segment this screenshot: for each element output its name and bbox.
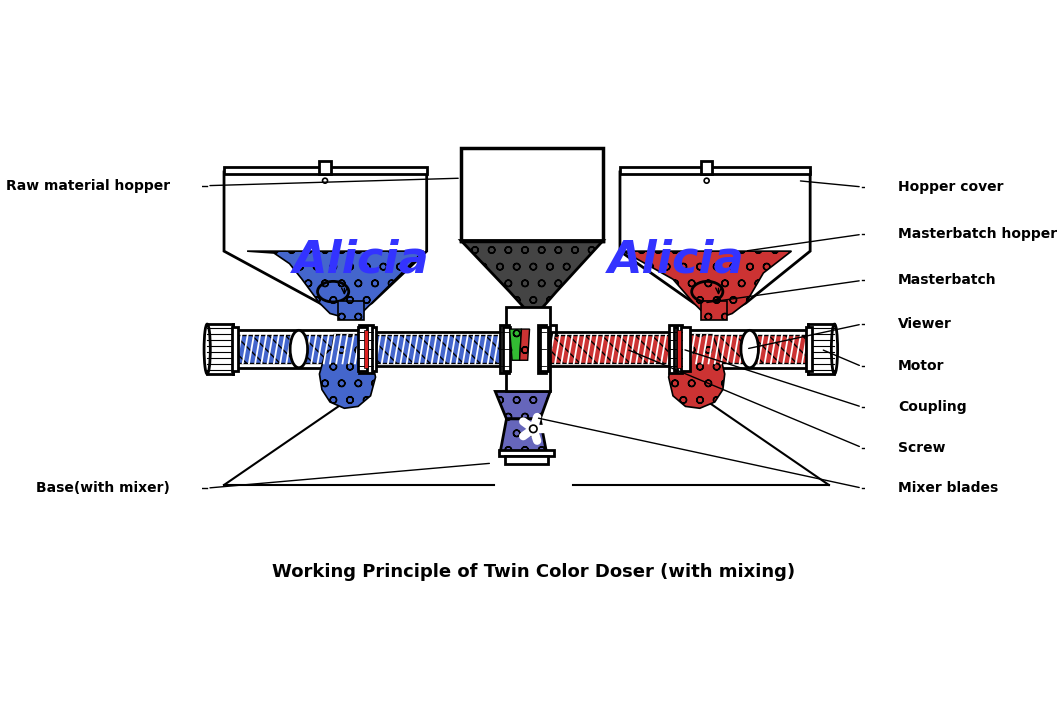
Ellipse shape (741, 331, 758, 368)
Polygon shape (501, 419, 546, 452)
Bar (681, 327, 691, 371)
Bar (514, 333, 552, 346)
Polygon shape (224, 172, 426, 318)
Polygon shape (373, 335, 506, 363)
Bar (675, 331, 808, 368)
Bar (232, 327, 238, 371)
Polygon shape (675, 335, 808, 363)
Bar (540, 327, 547, 371)
Polygon shape (461, 240, 603, 312)
Bar (808, 324, 834, 374)
Bar (234, 331, 366, 368)
Bar (519, 310, 547, 327)
Bar (461, 149, 603, 240)
Polygon shape (623, 251, 792, 318)
Bar (224, 167, 426, 175)
Ellipse shape (831, 324, 838, 374)
Bar (506, 306, 551, 392)
Bar (358, 327, 368, 371)
Text: Motor: Motor (898, 360, 945, 373)
Ellipse shape (322, 178, 327, 183)
Bar (505, 456, 547, 464)
Bar (509, 325, 556, 336)
Polygon shape (509, 329, 522, 360)
Bar (499, 450, 554, 456)
Bar (540, 331, 675, 366)
Bar (806, 327, 812, 371)
Polygon shape (520, 329, 529, 360)
Bar (677, 331, 681, 368)
Text: Coupling: Coupling (898, 400, 966, 414)
Bar (503, 327, 510, 371)
Bar (701, 301, 727, 320)
Text: Masterbatch: Masterbatch (898, 274, 997, 288)
Polygon shape (620, 172, 810, 318)
Text: Raw material hopper: Raw material hopper (5, 178, 170, 193)
Polygon shape (669, 335, 725, 408)
Polygon shape (540, 335, 675, 363)
Polygon shape (319, 335, 375, 408)
Ellipse shape (529, 425, 537, 432)
Text: Alicia: Alicia (292, 239, 429, 282)
Bar (372, 327, 375, 371)
Text: Working Principle of Twin Color Doser (with mixing): Working Principle of Twin Color Doser (w… (272, 563, 795, 581)
Polygon shape (234, 335, 366, 363)
Bar (674, 327, 677, 371)
Bar (207, 324, 234, 374)
Ellipse shape (204, 324, 210, 374)
Bar (501, 325, 509, 373)
Bar (319, 161, 331, 175)
Bar (620, 167, 810, 175)
Text: Screw: Screw (898, 440, 946, 454)
Bar (669, 325, 682, 373)
Bar (373, 331, 506, 366)
Text: Viewer: Viewer (898, 317, 952, 331)
Ellipse shape (704, 178, 709, 183)
Polygon shape (495, 392, 551, 419)
Polygon shape (247, 251, 423, 318)
Text: Masterbatch hopper: Masterbatch hopper (898, 227, 1058, 241)
Text: Alicia: Alicia (608, 239, 744, 282)
Bar (701, 161, 712, 175)
Bar (538, 325, 546, 373)
Bar (338, 301, 365, 320)
Ellipse shape (290, 331, 307, 368)
Text: Mixer blades: Mixer blades (898, 481, 998, 495)
Bar (365, 331, 368, 368)
Text: Base(with mixer): Base(with mixer) (36, 481, 170, 495)
Bar (359, 325, 373, 373)
Text: Hopper cover: Hopper cover (898, 180, 1003, 194)
